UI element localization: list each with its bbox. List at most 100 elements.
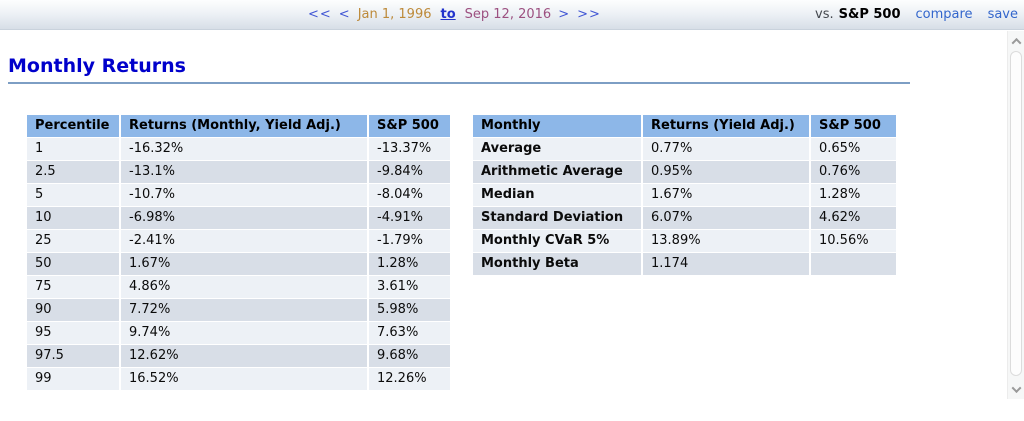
title-underline <box>8 82 910 84</box>
last-period-button[interactable]: >> <box>577 7 601 22</box>
table-cell: 9.74% <box>121 322 367 344</box>
prev-period-button[interactable]: < <box>338 7 351 22</box>
table-cell: 3.61% <box>369 276 450 298</box>
table-cell: 4.86% <box>121 276 367 298</box>
table-cell: Median <box>473 184 641 206</box>
table-cell: 12.26% <box>369 368 450 390</box>
scroll-down-button[interactable] <box>1008 381 1024 397</box>
table-row: 75 4.86% 3.61% <box>27 276 450 298</box>
table-row: Median 1.67% 1.28% <box>473 184 896 206</box>
table-row: 2.5 -13.1% -9.84% <box>27 161 450 183</box>
page-title: Monthly Returns <box>8 55 186 77</box>
table-cell: 1.67% <box>643 184 809 206</box>
vs-label: vs. <box>815 7 834 22</box>
table-cell: 90 <box>27 299 119 321</box>
table-cell: -4.91% <box>369 207 450 229</box>
column-header: Monthly <box>473 115 641 137</box>
table-cell: 12.62% <box>121 345 367 367</box>
table-row: Standard Deviation 6.07% 4.62% <box>473 207 896 229</box>
table-header-row: Monthly Returns (Yield Adj.) S&P 500 <box>473 115 896 137</box>
benchmark-group: vs. S&P 500 <box>815 7 901 22</box>
table-cell: 25 <box>27 230 119 252</box>
table-cell: 2.5 <box>27 161 119 183</box>
table-cell: 75 <box>27 276 119 298</box>
column-header: Returns (Monthly, Yield Adj.) <box>121 115 367 137</box>
table-header-row: Percentile Returns (Monthly, Yield Adj.)… <box>27 115 450 137</box>
tables-container: Percentile Returns (Monthly, Yield Adj.)… <box>25 114 1024 391</box>
table-cell: 97.5 <box>27 345 119 367</box>
table-cell: -10.7% <box>121 184 367 206</box>
table-cell: Monthly CVaR 5% <box>473 230 641 252</box>
column-header: S&P 500 <box>811 115 896 137</box>
column-header: Percentile <box>27 115 119 137</box>
column-header: Returns (Yield Adj.) <box>643 115 809 137</box>
table-cell: 5 <box>27 184 119 206</box>
table-cell: -9.84% <box>369 161 450 183</box>
table-row: 97.5 12.62% 9.68% <box>27 345 450 367</box>
table-cell: 0.95% <box>643 161 809 183</box>
scroll-up-button[interactable] <box>1008 33 1024 49</box>
toolbar-right: vs. S&P 500 compare save <box>815 0 1018 29</box>
table-row: Monthly CVaR 5% 13.89% 10.56% <box>473 230 896 252</box>
table-cell: 16.52% <box>121 368 367 390</box>
table-cell: 0.65% <box>811 138 896 160</box>
table-cell: 1.28% <box>369 253 450 275</box>
table-row: 10 -6.98% -4.91% <box>27 207 450 229</box>
table-cell: 0.76% <box>811 161 896 183</box>
first-period-button[interactable]: << <box>308 7 332 22</box>
vertical-scrollbar[interactable] <box>1007 31 1024 399</box>
scrollbar-thumb[interactable] <box>1010 51 1022 376</box>
table-cell: -13.37% <box>369 138 450 160</box>
table-cell: Arithmetic Average <box>473 161 641 183</box>
table-cell: -1.79% <box>369 230 450 252</box>
table-row: 99 16.52% 12.26% <box>27 368 450 390</box>
table-row: Monthly Beta 1.174 <box>473 253 896 275</box>
table-row: 1 -16.32% -13.37% <box>27 138 450 160</box>
table-row: Average 0.77% 0.65% <box>473 138 896 160</box>
table-cell: 10 <box>27 207 119 229</box>
next-period-button[interactable]: > <box>558 7 571 22</box>
table-cell: -6.98% <box>121 207 367 229</box>
save-link[interactable]: save <box>987 7 1018 22</box>
to-link[interactable]: to <box>440 7 456 22</box>
table-cell <box>811 253 896 275</box>
table-row: 95 9.74% 7.63% <box>27 322 450 344</box>
end-date[interactable]: Sep 12, 2016 <box>464 7 552 22</box>
table-cell: Standard Deviation <box>473 207 641 229</box>
table-row: Arithmetic Average 0.95% 0.76% <box>473 161 896 183</box>
table-cell: 5.98% <box>369 299 450 321</box>
table-cell: -8.04% <box>369 184 450 206</box>
table-cell: 1.67% <box>121 253 367 275</box>
date-navigation: << < Jan 1, 1996 to Sep 12, 2016 > >> <box>308 0 601 29</box>
table-cell: Monthly Beta <box>473 253 641 275</box>
table-cell: -2.41% <box>121 230 367 252</box>
table-cell: 99 <box>27 368 119 390</box>
table-cell: -13.1% <box>121 161 367 183</box>
table-cell: 6.07% <box>643 207 809 229</box>
table-row: 5 -10.7% -8.04% <box>27 184 450 206</box>
table-row: 90 7.72% 5.98% <box>27 299 450 321</box>
compare-link[interactable]: compare <box>915 7 973 22</box>
table-cell: -16.32% <box>121 138 367 160</box>
table-cell: 50 <box>27 253 119 275</box>
table-cell: 95 <box>27 322 119 344</box>
toolbar: << < Jan 1, 1996 to Sep 12, 2016 > >> vs… <box>0 0 1024 30</box>
chevron-down-icon <box>1011 382 1021 393</box>
column-header: S&P 500 <box>369 115 450 137</box>
table-cell: 4.62% <box>811 207 896 229</box>
benchmark-name: S&P 500 <box>838 7 901 22</box>
start-date[interactable]: Jan 1, 1996 <box>357 7 432 22</box>
table-cell: 1.174 <box>643 253 809 275</box>
table-cell: Average <box>473 138 641 160</box>
monthly-stats-table: Monthly Returns (Yield Adj.) S&P 500 Ave… <box>471 114 898 276</box>
percentile-table: Percentile Returns (Monthly, Yield Adj.)… <box>25 114 452 391</box>
table-row: 25 -2.41% -1.79% <box>27 230 450 252</box>
table-cell: 1 <box>27 138 119 160</box>
table-cell: 0.77% <box>643 138 809 160</box>
table-cell: 9.68% <box>369 345 450 367</box>
table-cell: 7.63% <box>369 322 450 344</box>
chevron-up-icon <box>1011 37 1021 48</box>
table-row: 50 1.67% 1.28% <box>27 253 450 275</box>
table-cell: 13.89% <box>643 230 809 252</box>
table-cell: 1.28% <box>811 184 896 206</box>
